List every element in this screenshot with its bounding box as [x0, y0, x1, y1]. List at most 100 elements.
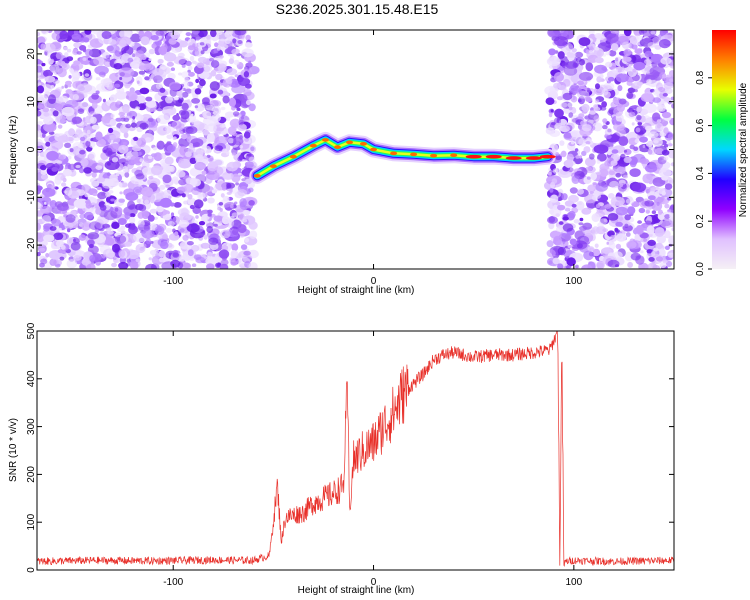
noise-blob [150, 35, 159, 41]
noise-blob [626, 91, 634, 99]
noise-blob [99, 204, 107, 211]
noise-blob [585, 62, 594, 72]
y-tick-label: 20 [26, 48, 37, 60]
noise-blob [209, 81, 220, 91]
noise-blob [179, 131, 183, 135]
noise-blob [663, 156, 669, 161]
noise-blob [178, 94, 183, 99]
noise-blob [79, 45, 87, 51]
noise-blob [85, 201, 92, 209]
noise-blob [122, 106, 130, 114]
noise-blob [636, 114, 642, 121]
noise-blob [248, 60, 252, 64]
noise-blob [62, 168, 72, 177]
noise-blob [207, 197, 215, 204]
noise-blob [623, 30, 632, 37]
noise-blob [49, 226, 57, 231]
noise-blob [96, 138, 106, 148]
noise-blob [237, 40, 243, 44]
noise-blob [664, 230, 671, 239]
noise-blob [155, 82, 163, 90]
noise-blob [648, 257, 655, 262]
noise-blob [204, 64, 213, 73]
noise-blob [129, 33, 142, 43]
y-tick-label: -20 [26, 237, 37, 252]
noise-blob [547, 30, 560, 38]
noise-blob [87, 232, 100, 240]
noise-blob [145, 96, 153, 102]
noise-blob [187, 65, 193, 71]
noise-blob [610, 196, 625, 207]
noise-blob [654, 227, 665, 237]
noise-blob [181, 102, 189, 111]
noise-blob [176, 186, 186, 194]
noise-blob [157, 58, 164, 64]
y-tick-label: 100 [26, 513, 37, 530]
noise-blob [135, 114, 144, 122]
signal-peak [269, 164, 277, 168]
noise-blob [606, 33, 619, 43]
noise-blob [231, 106, 236, 111]
noise-blob [594, 57, 604, 64]
noise-blob [180, 83, 185, 88]
noise-blob [593, 115, 600, 123]
noise-blob [206, 123, 217, 132]
noise-blob [148, 48, 156, 55]
noise-blob [159, 87, 166, 93]
signal-peak [539, 154, 556, 159]
noise-blob [37, 203, 42, 207]
noise-blob [37, 32, 41, 37]
noise-blob [210, 60, 220, 68]
noise-blob [112, 243, 120, 253]
noise-blob [159, 197, 172, 208]
noise-blob [59, 256, 65, 261]
noise-blob [133, 136, 139, 141]
noise-blob [644, 200, 655, 207]
noise-blob [135, 106, 140, 110]
noise-blob [189, 204, 195, 210]
noise-blob [663, 97, 671, 102]
noise-blob [660, 168, 667, 173]
noise-blob [145, 137, 152, 143]
noise-blob [616, 128, 626, 137]
noise-blob [139, 122, 149, 130]
noise-blob [546, 240, 554, 248]
noise-blob [627, 87, 636, 93]
noise-blob [186, 223, 200, 233]
noise-blob [88, 221, 101, 231]
noise-blob [194, 162, 207, 171]
noise-blob [45, 253, 50, 258]
noise-blob [51, 139, 64, 150]
noise-blob [204, 125, 209, 130]
noise-blob [202, 129, 209, 136]
noise-blob [132, 53, 136, 58]
snr-plot-area [37, 331, 674, 570]
noise-blob [230, 204, 234, 209]
noise-blob [634, 89, 638, 93]
noise-blob [645, 186, 651, 194]
noise-blob [218, 249, 230, 259]
noise-blob [102, 223, 110, 229]
noise-blob [127, 57, 134, 63]
noise-blob [151, 165, 163, 176]
noise-blob [663, 127, 669, 134]
noise-blob [244, 237, 250, 243]
noise-blob [571, 203, 577, 208]
noise-blob [595, 83, 600, 90]
signal-peak [346, 140, 353, 145]
noise-blob [191, 263, 197, 268]
noise-blob [72, 255, 82, 261]
noise-blob [155, 30, 165, 36]
noise-blob [651, 62, 658, 68]
noise-blob [189, 143, 194, 147]
noise-blob [86, 263, 96, 269]
noise-blob [111, 262, 117, 268]
noise-blob [192, 43, 196, 48]
noise-blob [225, 111, 235, 118]
noise-blob [577, 88, 582, 94]
noise-blob [577, 235, 590, 245]
noise-blob [574, 148, 579, 152]
noise-blob [89, 111, 96, 116]
snr-ylabel: SNR (10 * v/v) [8, 418, 19, 482]
noise-blob [130, 42, 135, 47]
